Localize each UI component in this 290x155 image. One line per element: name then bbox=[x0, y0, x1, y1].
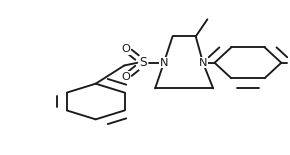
Text: O: O bbox=[122, 72, 130, 82]
Text: O: O bbox=[122, 44, 130, 54]
Text: S: S bbox=[140, 56, 147, 69]
Text: N: N bbox=[160, 58, 168, 68]
Text: N: N bbox=[199, 58, 207, 68]
